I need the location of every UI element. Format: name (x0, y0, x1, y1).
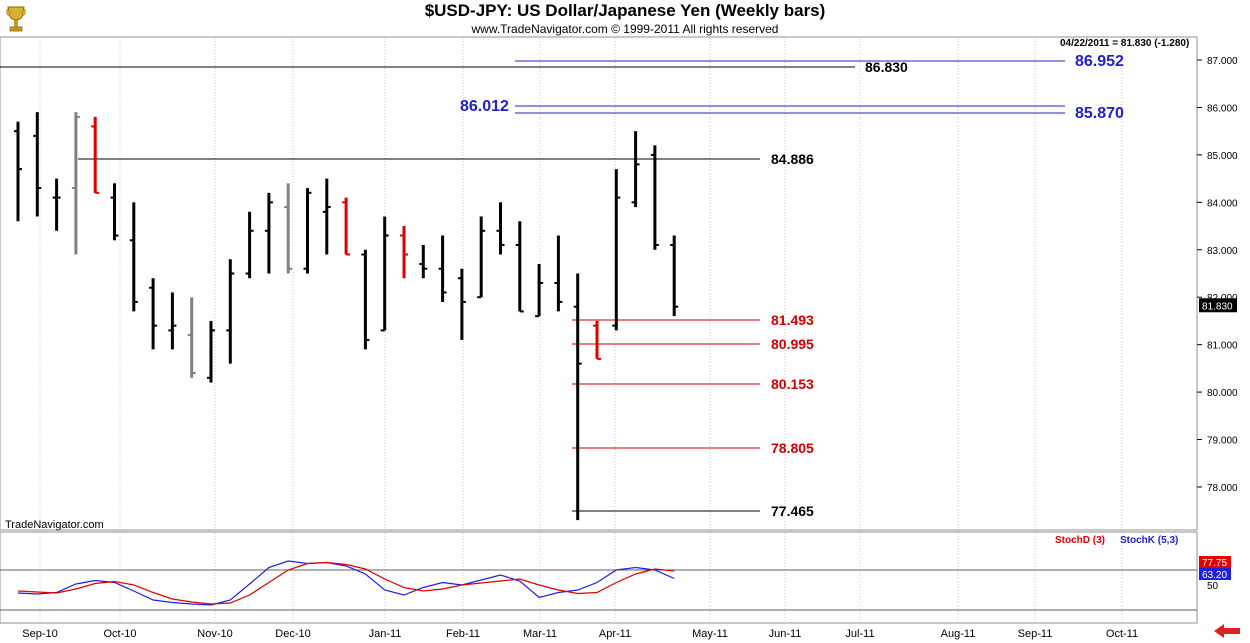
level-label: 81.493 (771, 312, 814, 328)
y-tick-label: 79.000 (1207, 436, 1238, 447)
level-label: 86.952 (1075, 53, 1124, 70)
x-tick-label: Sep-11 (1018, 628, 1053, 640)
y-tick-label: 87.000 (1207, 56, 1238, 67)
stoch-k-legend: StochK (5,3) (1120, 535, 1178, 546)
stoch-d-value-box (1199, 556, 1231, 568)
x-tick-label: Mar-11 (523, 628, 557, 640)
stoch-k-value-box (1199, 568, 1231, 580)
level-label: 86.830 (865, 59, 908, 75)
level-label: 84.886 (771, 151, 814, 167)
y-tick-label: 84.000 (1207, 198, 1238, 209)
y-tick-label: 83.000 (1207, 246, 1238, 257)
x-tick-label: Jun-11 (769, 628, 802, 640)
stoch-d-legend: StochD (3) (1055, 535, 1105, 546)
stoch-k-value: 63.20 (1202, 570, 1227, 581)
last-price-box (1199, 298, 1237, 313)
chart-copyright: www.TradeNavigator.com © 1999-2011 All r… (471, 22, 779, 36)
x-tick-label: Oct-10 (103, 628, 136, 640)
y-tick-label: 80.000 (1207, 388, 1238, 399)
y-tick-label: 85.000 (1207, 151, 1238, 162)
price-panel-frame (0, 36, 1198, 531)
level-label: 78.805 (771, 440, 814, 456)
stoch-d-value: 77.75 (1202, 558, 1227, 569)
x-tick-label: Feb-11 (446, 628, 480, 640)
y-tick-label: 86.000 (1207, 103, 1238, 114)
level-label: 86.012 (460, 98, 509, 115)
stoch-tick-label: 50 (1207, 581, 1219, 592)
y-tick-label: 78.000 (1207, 483, 1238, 494)
x-tick-label: Jan-11 (369, 628, 402, 640)
level-label: 80.153 (771, 376, 814, 392)
x-tick-label: May-11 (692, 628, 728, 640)
x-tick-label: Nov-10 (197, 628, 232, 640)
x-tick-label: Oct-11 (1106, 628, 1138, 640)
x-tick-label: Jul-11 (845, 628, 874, 640)
quote-readout: 04/22/2011 = 81.830 (-1.280) (1060, 38, 1189, 49)
level-label: 77.465 (771, 503, 814, 519)
scroll-left-arrow-icon[interactable] (1214, 624, 1240, 638)
x-tick-label: Apr-11 (599, 628, 631, 640)
x-tick-label: Aug-11 (941, 628, 976, 640)
chart-title: $USD-JPY: US Dollar/Japanese Yen (Weekly… (424, 1, 826, 20)
last-price-label: 81.830 (1202, 301, 1233, 312)
trophy-logo-icon (6, 6, 26, 32)
level-label: 80.995 (771, 336, 814, 352)
x-tick-label: Dec-10 (275, 628, 310, 640)
watermark-text: TradeNavigator.com (5, 519, 104, 531)
stoch-d-line (17, 561, 675, 605)
stochastic-panel-frame (0, 531, 1198, 624)
x-tick-label: Sep-10 (22, 628, 57, 640)
stoch-k-line (17, 560, 675, 606)
level-label: 85.870 (1075, 105, 1124, 122)
y-tick-label: 81.000 (1207, 341, 1238, 352)
